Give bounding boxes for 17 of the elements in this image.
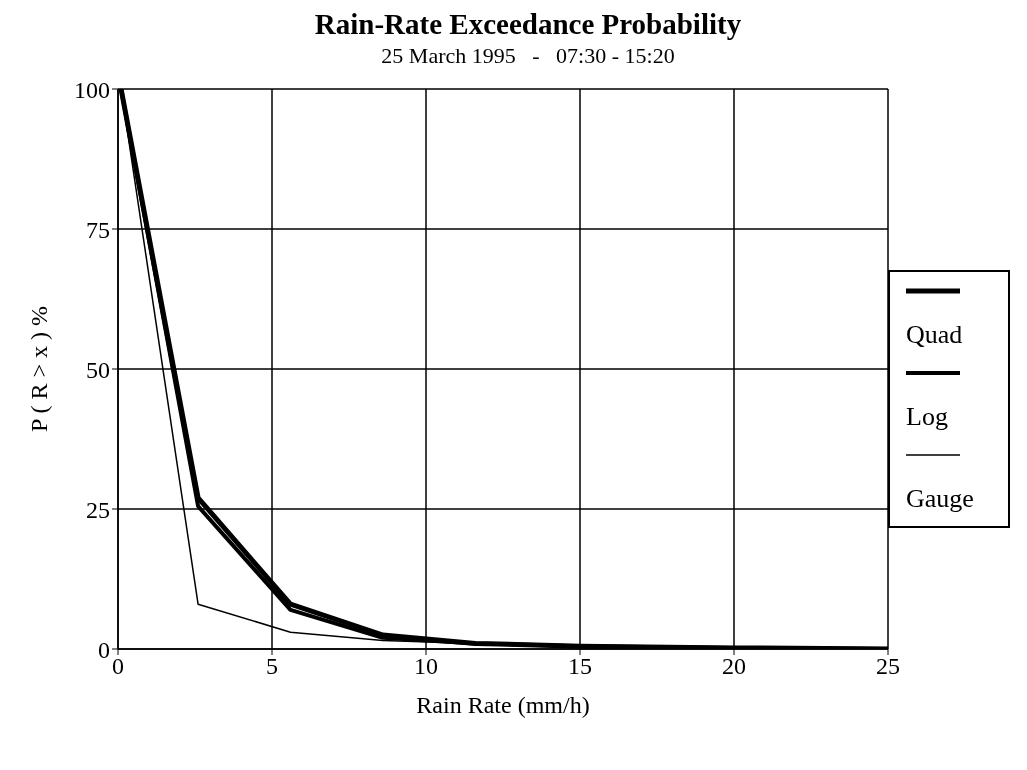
legend-label: Log: [906, 402, 949, 432]
y-tick-label: 75: [86, 216, 110, 243]
y-axis-title: P ( R > x ) %: [25, 306, 52, 432]
y-tick-label: 0: [98, 636, 110, 663]
x-tick-label: 20: [722, 653, 746, 680]
y-tick-label: 100: [74, 76, 110, 103]
chart-subtitle: 25 March 1995 - 07:30 - 15:20: [380, 43, 676, 69]
x-tick-label: 25: [876, 653, 900, 680]
x-tick-label: 10: [414, 653, 438, 680]
y-tick-label: 25: [86, 496, 110, 523]
y-tick-label: 50: [86, 356, 110, 383]
legend-label: Gauge: [906, 484, 975, 514]
x-axis-title: Rain Rate (mm/h): [416, 692, 590, 718]
x-tick-label: 15: [568, 653, 592, 680]
x-tick-label: 5: [266, 653, 278, 680]
legend-label: Quad: [906, 320, 964, 350]
chart-title: Rain-Rate Exceedance Probability: [313, 8, 743, 41]
